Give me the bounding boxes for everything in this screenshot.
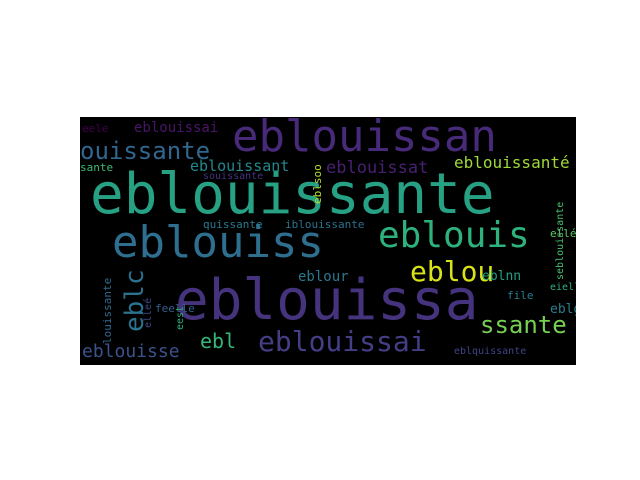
word-cloud-word: eblquissante	[454, 346, 527, 357]
word-cloud-word: eblouisse	[82, 341, 180, 362]
word-cloud-word: eblouissan	[232, 117, 497, 162]
word-cloud-word: eblouis	[378, 215, 530, 256]
word-cloud-word: eblouissa	[175, 268, 479, 333]
word-cloud-word: eblg	[550, 302, 576, 317]
word-cloud-word: eblouissat	[326, 158, 429, 178]
word-cloud-word: sante	[80, 161, 114, 174]
word-cloud-word: ouissante	[80, 137, 211, 165]
word-cloud-word: ssante	[480, 311, 567, 339]
word-cloud-word: eblour	[298, 269, 349, 285]
word-cloud: eblouissante eblouissa eblouissan eblouiss e…	[80, 117, 576, 365]
word-cloud-word: file	[507, 289, 534, 302]
word-cloud-word: iblouissante	[285, 218, 365, 231]
word-cloud-word: eest	[175, 305, 186, 330]
word-cloud-word: ebl	[200, 329, 237, 353]
word-cloud-word: eielle	[550, 282, 576, 293]
word-cloud-word: eblouiss	[112, 217, 324, 268]
word-cloud-word: souissante	[203, 171, 264, 182]
word-cloud-word: seblouissante	[555, 201, 566, 280]
word-cloud-word: ellé	[550, 227, 576, 240]
word-cloud-word: eblnn	[482, 269, 522, 284]
word-cloud-word: louissante	[101, 277, 114, 344]
word-cloud-word: eele	[82, 122, 109, 135]
word-cloud-word: eblouissanté	[454, 153, 570, 172]
word-cloud-word: eblsoo	[311, 164, 324, 204]
word-cloud-word: eblouissai	[134, 120, 219, 136]
word-cloud-word: eblou	[410, 255, 495, 288]
word-cloud-word: elleé	[143, 297, 154, 328]
word-cloud-word: eblouissant	[190, 157, 290, 175]
word-cloud-word: feelle	[155, 302, 195, 315]
word-cloud-word: quissante	[203, 218, 263, 231]
word-cloud-word: eblouissai	[258, 325, 427, 358]
word-cloud-word: eblouissante	[90, 162, 495, 227]
